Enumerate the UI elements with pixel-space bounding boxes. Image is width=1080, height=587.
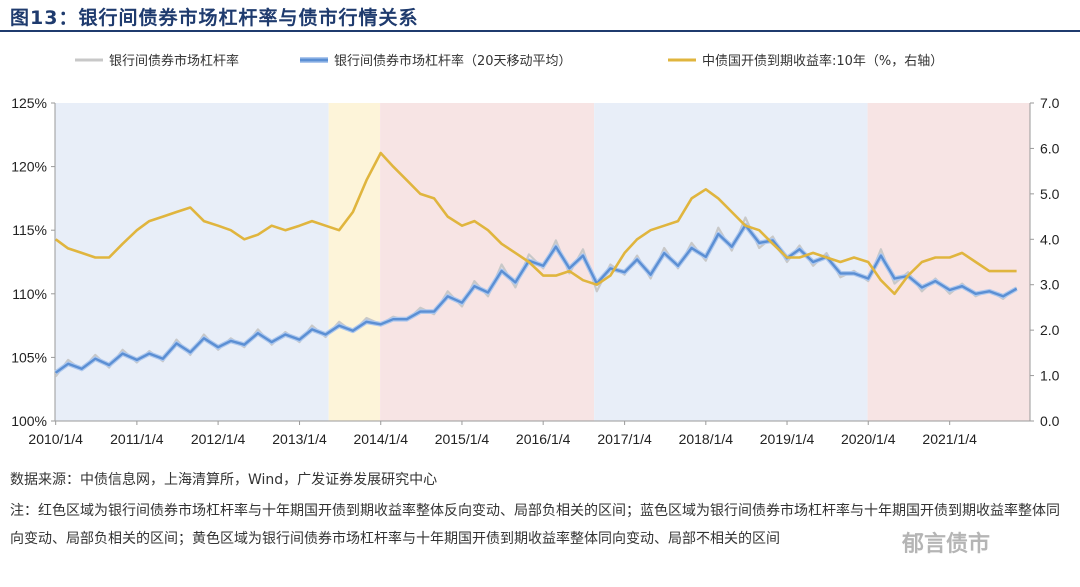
left-tick-label: 100% [11,413,47,429]
right-tick-label: 3.0 [1040,277,1060,293]
region-yellow-1 [328,103,381,421]
x-tick-label: 2020/1/4 [841,431,896,447]
note-text: 注：红色区域为银行间债券市场杠杆率与十年期国开债到期收益率整体反向变动、局部负相… [10,503,1060,547]
figure-title: 图13：银行间债券市场杠杆率与债市行情关系 [10,7,419,29]
left-tick-label: 110% [12,286,47,302]
watermark: 郁言债市 [902,532,991,557]
x-tick-label: 2019/1/4 [760,431,815,447]
x-tick-label: 2015/1/4 [435,431,490,447]
right-tick-label: 2.0 [1040,322,1060,338]
chart-area: 100% 105% 110% 115% 120% 125% 0.0 1.0 2.0 3.0 4.0 5… [11,53,1060,447]
x-tick-label: 2010/1/4 [28,431,83,447]
region-red-4 [867,103,1030,421]
series-line-2 [54,151,1017,296]
right-tick-label: 0.0 [1040,413,1060,429]
right-tick-label: 4.0 [1040,231,1060,247]
left-tick-label: 115% [12,222,47,238]
source-text: 数据来源：中债信息网，上海清算所，Wind，广发证券发展研究中心 [10,472,438,488]
x-tick-label: 2011/1/4 [110,431,164,447]
x-tick-label: 2013/1/4 [272,431,327,447]
x-tick-label: 2016/1/4 [516,431,571,447]
series-line-1 [55,223,1018,374]
x-tick-label: 2018/1/4 [679,431,734,447]
x-tick-label: 2012/1/4 [191,431,246,447]
right-tick-label: 5.0 [1040,186,1060,202]
x-tick-label: 2017/1/4 [597,431,652,447]
left-tick-label: 120% [11,159,47,175]
right-tick-label: 7.0 [1040,95,1060,111]
left-tick-label: 105% [11,349,47,365]
left-tick-label: 125% [11,95,47,111]
legend-label-2: 中债国开债到期收益率:10年（%，右轴） [702,53,943,69]
legend-label-1: 银行间债券市场杠杆率（20天移动平均） [334,53,572,69]
legend-label-0: 银行间债券市场杠杆率 [109,53,239,69]
x-tick-label: 2021/1/4 [922,431,977,447]
right-tick-label: 1.0 [1040,368,1060,384]
region-red-2 [380,103,595,421]
right-tick-label: 6.0 [1040,140,1060,156]
x-tick-label: 2014/1/4 [353,431,408,447]
region-blue-0 [55,103,329,421]
figure-title-bar: 图13：银行间债券市场杠杆率与债市行情关系 [0,0,1080,32]
